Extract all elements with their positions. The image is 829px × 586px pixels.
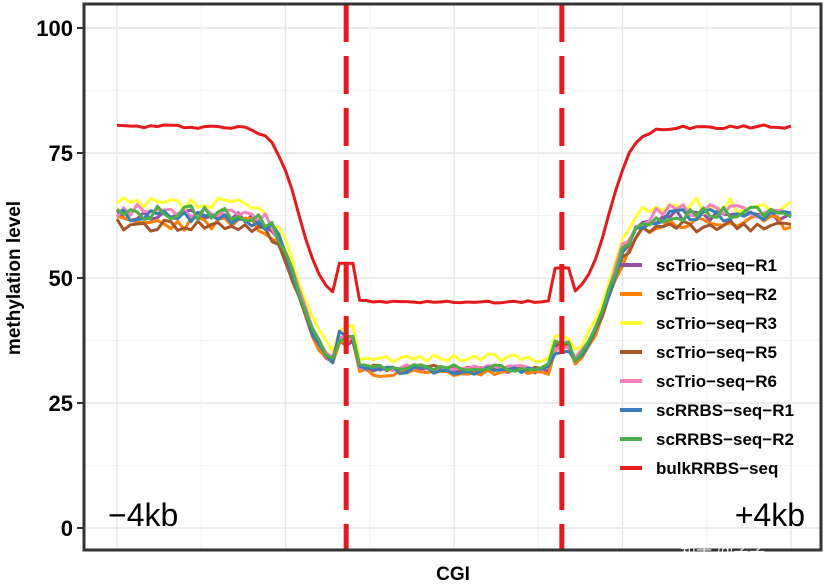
- legend-label: scTrio−seq−R2: [656, 285, 777, 304]
- y-tick-label: 25: [49, 391, 73, 416]
- series-lines: [115, 123, 792, 378]
- series-line: [116, 123, 792, 305]
- series-line: [116, 208, 792, 376]
- watermark: 知乎 @学学: [680, 540, 765, 559]
- series-line: [115, 202, 792, 373]
- y-tick-label: 75: [49, 141, 73, 166]
- x-axis-title: CGI: [436, 564, 470, 585]
- legend-label: scTrio−seq−R3: [656, 314, 777, 333]
- right-region-label: +4kb: [735, 497, 805, 533]
- series-line: [116, 204, 792, 373]
- legend-label: scRRBS−seq−R1: [656, 401, 794, 420]
- legend-label: scRRBS−seq−R2: [656, 430, 794, 449]
- cgi-boundaries: [343, 4, 565, 550]
- legend-label: bulkRRBS−seq: [656, 459, 778, 478]
- legend-label: scTrio−seq−R1: [656, 256, 777, 275]
- y-axis-title: methylation level: [4, 201, 25, 355]
- y-tick-label: 100: [36, 16, 73, 41]
- legend: scTrio−seq−R1 scTrio−seq−R2 scTrio−seq−R3 s…: [620, 256, 794, 478]
- y-axis-ticks: 0 25 50 75 100: [36, 16, 84, 541]
- left-region-label: −4kb: [108, 497, 178, 533]
- legend-label: scTrio−seq−R5: [656, 343, 777, 362]
- legend-label: scTrio−seq−R6: [656, 372, 777, 391]
- y-tick-label: 50: [49, 266, 73, 291]
- y-tick-label: 0: [61, 516, 73, 541]
